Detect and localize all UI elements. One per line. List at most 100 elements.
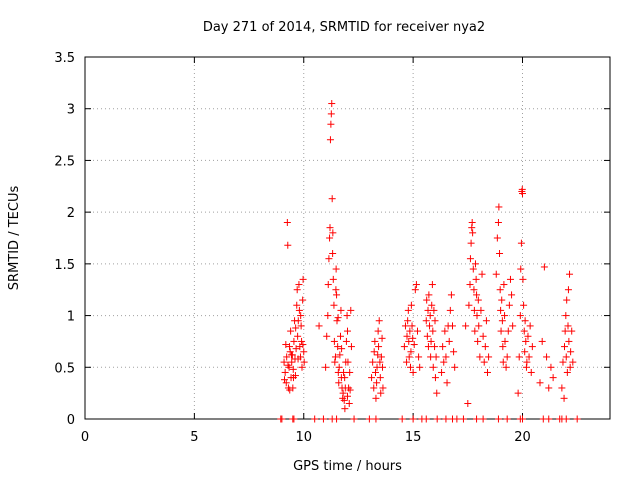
chart-title: Day 271 of 2014, SRMTID for receiver nya… — [203, 20, 485, 35]
data-point — [508, 291, 516, 299]
data-point — [286, 343, 294, 351]
data-point — [315, 322, 323, 330]
data-point — [481, 343, 489, 351]
data-point — [344, 358, 352, 366]
data-point — [474, 296, 482, 304]
data-point — [462, 322, 470, 330]
data-point — [340, 396, 348, 404]
y-tick-labels: 0 0.5 1 1.5 2 2.5 3 3.5 — [54, 51, 75, 428]
data-point — [525, 353, 533, 361]
data-point — [294, 317, 302, 325]
data-point — [522, 337, 530, 345]
y-tick-label: 2 — [67, 206, 75, 221]
data-point — [372, 368, 379, 376]
data-point — [405, 353, 413, 361]
data-point — [287, 327, 295, 335]
data-point — [398, 415, 406, 423]
data-point — [519, 275, 527, 283]
scatter-points — [277, 100, 581, 423]
y-tick-label: 3.5 — [54, 51, 75, 66]
data-point — [403, 332, 411, 340]
data-point — [346, 368, 354, 376]
data-point — [288, 358, 296, 366]
data-point — [333, 291, 341, 299]
data-point — [334, 314, 342, 322]
data-point — [297, 312, 305, 320]
data-point — [536, 379, 544, 387]
data-point — [561, 343, 568, 351]
data-point — [284, 241, 292, 249]
data-point — [409, 415, 417, 423]
data-point — [350, 415, 358, 423]
data-point — [327, 120, 335, 128]
data-point — [415, 353, 423, 361]
data-point — [282, 379, 290, 387]
data-point — [416, 363, 424, 371]
data-point — [428, 301, 436, 309]
data-point — [495, 203, 503, 211]
data-point — [477, 306, 485, 314]
data-point — [432, 353, 440, 361]
data-point — [407, 348, 415, 356]
data-point — [326, 136, 334, 144]
data-point — [289, 374, 297, 382]
data-point — [338, 345, 346, 353]
data-point — [329, 229, 337, 237]
data-point — [424, 306, 432, 314]
data-point — [497, 306, 505, 314]
data-point — [337, 306, 345, 314]
data-point — [331, 353, 339, 361]
data-point — [471, 260, 479, 268]
data-point — [494, 218, 502, 226]
data-point — [473, 312, 481, 320]
data-point — [286, 386, 294, 394]
data-point — [374, 327, 382, 335]
data-point — [280, 358, 288, 366]
data-point — [300, 358, 308, 366]
data-point — [378, 334, 386, 342]
data-point — [506, 275, 514, 283]
data-point — [346, 386, 354, 394]
data-point — [473, 415, 481, 423]
y-tick-label: 3 — [67, 103, 75, 118]
data-point — [293, 301, 301, 309]
data-point — [526, 322, 534, 330]
data-point — [503, 415, 511, 423]
data-point — [465, 301, 473, 309]
data-point — [559, 358, 567, 366]
data-point — [322, 363, 330, 371]
data-point — [524, 332, 532, 340]
data-point — [426, 312, 434, 320]
data-point — [442, 353, 450, 361]
data-point — [332, 286, 340, 294]
data-point — [496, 250, 504, 258]
data-point — [484, 368, 491, 376]
data-point — [498, 296, 506, 304]
data-point — [376, 374, 384, 382]
data-point — [371, 337, 379, 345]
data-point — [343, 312, 351, 320]
data-point — [333, 415, 341, 423]
data-point — [409, 334, 417, 342]
data-point — [431, 317, 439, 325]
data-point — [400, 343, 408, 351]
data-point — [480, 358, 488, 366]
data-point — [410, 341, 418, 349]
data-point — [326, 224, 334, 232]
data-point — [545, 415, 553, 423]
data-point — [547, 363, 555, 371]
data-point — [325, 255, 333, 263]
data-point — [431, 343, 439, 351]
data-point — [561, 327, 569, 335]
plot-frame — [84, 56, 611, 420]
data-point — [370, 348, 378, 356]
data-point — [520, 327, 528, 335]
data-point — [405, 337, 413, 345]
data-point — [469, 229, 477, 237]
data-point — [334, 343, 342, 351]
data-point — [501, 337, 509, 345]
data-point — [469, 265, 477, 273]
data-point — [335, 379, 343, 387]
data-point — [466, 281, 474, 289]
x-tick-label: 20 — [514, 430, 531, 445]
